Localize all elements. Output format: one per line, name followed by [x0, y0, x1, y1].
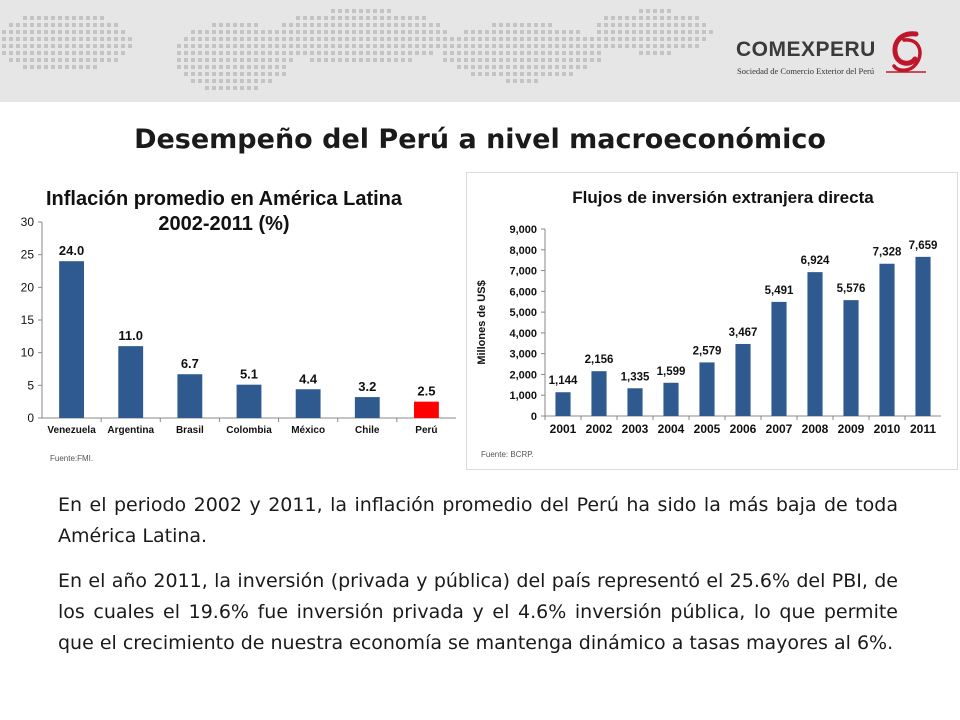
chart1-y-tick-label: 0 — [27, 411, 34, 425]
chart2-y-tick-label: 5,000 — [509, 307, 537, 319]
chart2-bar — [771, 301, 787, 416]
chart1-x-tick-label: Argentina — [107, 425, 154, 436]
logo-swirl-icon — [886, 31, 926, 73]
chart2-bar — [663, 382, 679, 416]
chart2-x-tick-label: 2005 — [694, 422, 721, 436]
map-dots — [2, 9, 713, 90]
chart2-y-axis-label: Millones de US$ — [476, 280, 488, 364]
chart2-data-label: 1,144 — [549, 375, 578, 387]
chart2-x-tick-label: 2007 — [766, 422, 793, 436]
chart2-x-tick-label: 2009 — [838, 422, 865, 436]
chart2-y-tick-label: 9,000 — [509, 224, 537, 236]
chart2-x-tick-label: 2001 — [550, 422, 577, 436]
chart2-data-label: 2,156 — [585, 354, 614, 366]
header-banner: COMEXPERU Sociedad de Comercio Exterior … — [0, 0, 960, 102]
chart1-y-tick-label: 10 — [21, 346, 35, 360]
chart1-data-label: 6.7 — [181, 356, 199, 371]
chart2-y-tick-label: 0 — [531, 411, 537, 423]
paragraph-inflation: En el periodo 2002 y 2011, la inflación … — [58, 494, 898, 547]
chart1-x-tick-label: Perú — [415, 425, 437, 436]
chart2-x-tick-label: 2002 — [586, 422, 613, 436]
chart2-data-label: 5,491 — [765, 285, 794, 297]
inflation-chart-svg: Inflación promedio en América Latina2002… — [21, 188, 456, 463]
chart2-bar — [735, 343, 751, 416]
chart2-data-label: 1,599 — [657, 366, 686, 378]
logo-text: COMEXPERU — [736, 38, 876, 61]
chart1-y-tick-label: 25 — [21, 248, 35, 262]
chart1-data-label: 11.0 — [118, 328, 143, 343]
chart1-x-tick-label: Colombia — [226, 425, 272, 436]
chart2-bar — [591, 371, 607, 416]
chart1-data-label: 5.1 — [240, 367, 258, 382]
chart1-bar — [414, 401, 439, 418]
logo-subtitle: Sociedad de Comercio Exterior del Perú — [737, 66, 875, 76]
chart2-x-tick-label: 2006 — [730, 422, 757, 436]
chart2-source: Fuente: BCRP. — [481, 450, 534, 459]
chart1-bar — [354, 397, 380, 418]
chart2-title: Flujos de inversión extranjera directa — [572, 188, 874, 207]
chart2-bar — [879, 263, 895, 416]
chart1-data-label: 4.4 — [299, 371, 318, 386]
chart1-y-tick-label: 15 — [21, 313, 35, 327]
chart2-data-label: 3,467 — [729, 327, 758, 339]
chart1-bar — [177, 374, 203, 418]
chart2-data-label: 6,924 — [801, 255, 830, 267]
page-title: Desempeño del Perú a nivel macroeconómic… — [134, 124, 826, 155]
chart2-data-label: 7,328 — [873, 247, 902, 259]
chart1-source: Fuente:FMI. — [50, 454, 93, 463]
chart1-bar — [236, 384, 262, 418]
chart1-y-tick-label: 5 — [27, 378, 34, 392]
chart1-y-tick-label: 20 — [21, 280, 35, 294]
chart2-y-tick-label: 7,000 — [509, 266, 537, 278]
paragraph-investment: En el año 2011, la inversión (privada y … — [58, 570, 898, 654]
chart2-y-tick-label: 1,000 — [509, 390, 537, 402]
chart2-bar — [807, 272, 823, 416]
fdi-chart: Flujos de inversión extranjera directa 0 1… — [466, 172, 958, 470]
chart2-y-tick-label: 2,000 — [509, 369, 537, 381]
chart2-x-tick-label: 2003 — [622, 422, 649, 436]
comexperu-logo: COMEXPERU Sociedad de Comercio Exterior … — [736, 30, 926, 90]
chart1-bar — [59, 261, 84, 418]
chart1-data-label: 24.0 — [59, 243, 84, 258]
chart2-bar — [627, 388, 643, 416]
chart2-y-tick-label: 3,000 — [509, 349, 537, 361]
chart2-x-tick-label: 2004 — [658, 422, 685, 436]
chart2-x-tick-label: 2008 — [802, 422, 829, 436]
chart2-data-label: 7,659 — [909, 240, 938, 252]
chart1-x-tick-label: Chile — [355, 425, 380, 436]
chart2-data-label: 1,335 — [621, 371, 650, 383]
chart2-y-tick-label: 6,000 — [509, 286, 537, 298]
chart1-data-label: 3.2 — [358, 379, 376, 394]
chart1-x-tick-label: Venezuela — [47, 425, 96, 436]
chart2-bar — [915, 256, 931, 416]
chart2-bar — [843, 300, 859, 416]
chart2-bar — [555, 392, 571, 416]
chart1-x-tick-label: Brasil — [176, 425, 204, 436]
chart1-title-line2: 2002-2011 (%) — [158, 213, 289, 235]
chart2-x-tick-label: 2010 — [874, 422, 901, 436]
chart2-x-tick-label: 2011 — [910, 422, 936, 436]
chart1-y-tick-label: 30 — [21, 215, 35, 229]
chart2-bar — [699, 362, 715, 416]
chart1-bar — [295, 389, 321, 418]
chart1-title-line1: Inflación promedio en América Latina — [46, 188, 403, 210]
inflation-chart: Inflación promedio en América Latina 2002… — [12, 176, 462, 470]
chart1-bar — [118, 346, 144, 418]
fdi-chart-svg: Flujos de inversión extranjera directa 0 1… — [476, 188, 941, 459]
chart1-data-label: 2.5 — [417, 384, 435, 399]
chart2-y-tick-label: 4,000 — [509, 328, 537, 340]
chart2-data-label: 5,576 — [837, 283, 866, 295]
world-map-background — [2, 9, 713, 90]
chart2-y-tick-label: 8,000 — [509, 245, 537, 257]
chart1-x-tick-label: México — [291, 425, 325, 436]
chart2-data-label: 2,579 — [693, 345, 722, 357]
